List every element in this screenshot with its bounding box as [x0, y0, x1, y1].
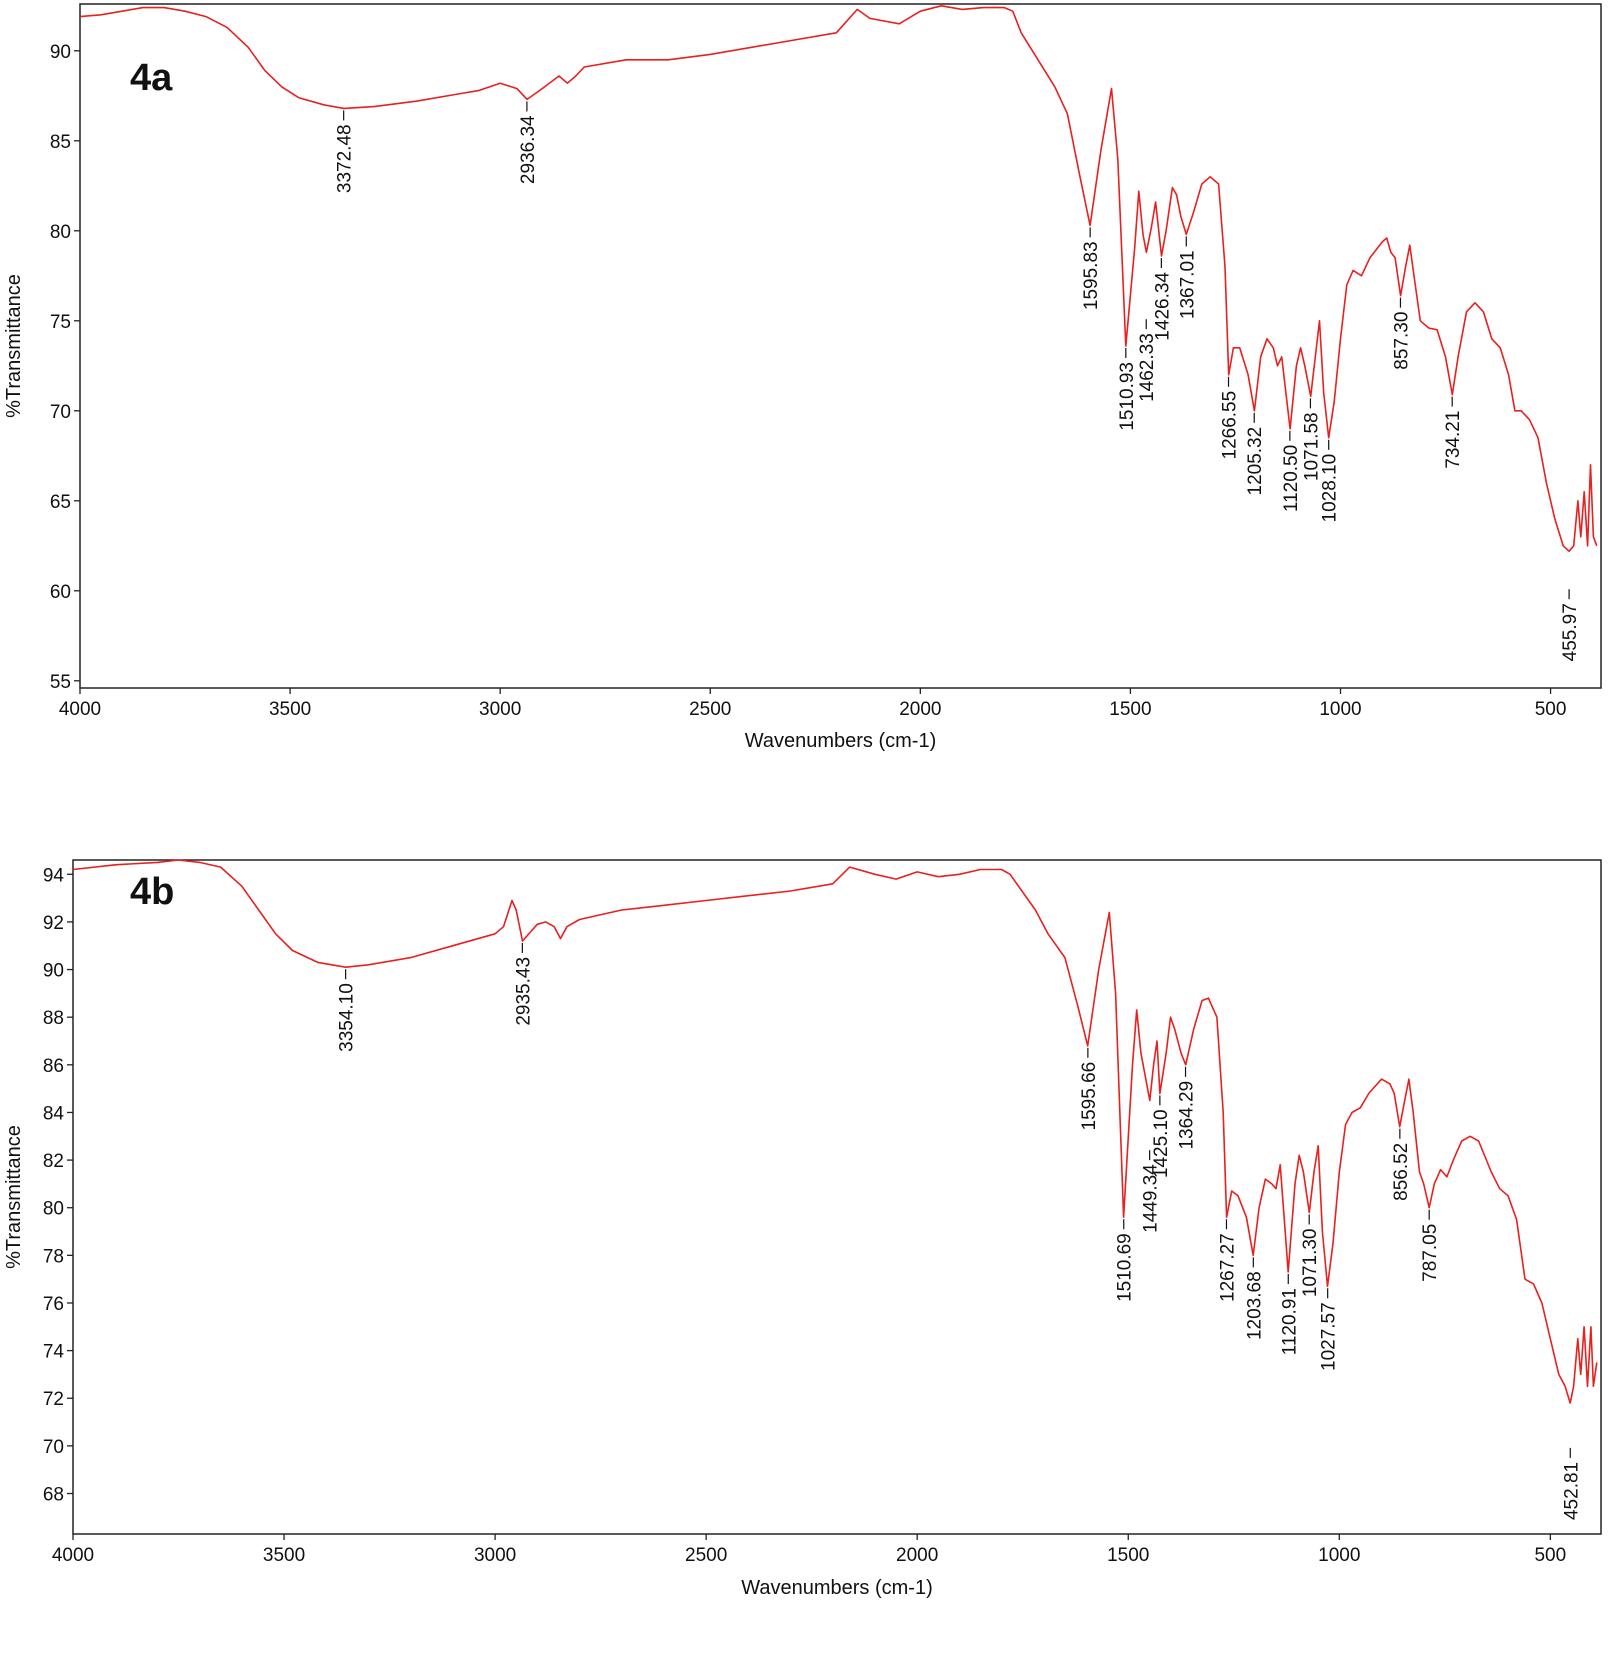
chart-4b-svg: 4000 3500 3000 2500 2000 1500 1000 500 68 70 72 74… — [3, 859, 1602, 1599]
x-tick-label: 1000 — [1319, 699, 1361, 720]
x-tick-label: 500 — [1535, 699, 1567, 720]
peak-label: 1449.34 — [1141, 1164, 1162, 1233]
peak-label: 1071.58 — [1301, 412, 1322, 481]
y-tick-label: 82 — [43, 1151, 64, 1172]
y-tick-label: 84 — [43, 1103, 65, 1124]
peak-label: 3372.48 — [335, 124, 356, 193]
peak-label: 1462.33 — [1137, 333, 1158, 402]
x-tick-label: 3000 — [474, 1545, 516, 1566]
y-tick-label: 70 — [43, 1437, 64, 1458]
peak-label: 1364.29 — [1177, 1081, 1198, 1150]
y-tick-label: 72 — [43, 1389, 64, 1410]
peak-label: 1367.01 — [1177, 250, 1198, 319]
y-tick-label: 68 — [43, 1485, 64, 1506]
x-tick-label: 2000 — [899, 699, 941, 720]
x-tick-label: 1500 — [1107, 1545, 1149, 1566]
peak-label: 856.52 — [1391, 1143, 1412, 1201]
y-tick-label: 92 — [43, 913, 64, 934]
peak-label: 1205.32 — [1245, 427, 1266, 496]
y-tick-label: 74 — [43, 1342, 65, 1363]
spectrum-line-4a — [79, 5, 1598, 552]
y-tick-label: 80 — [43, 1199, 64, 1220]
chart-4a-svg: 4000 3500 3000 2500 2000 1500 1000 500 55 60 65 70… — [3, 3, 1602, 752]
x-tick-label: 1000 — [1318, 1545, 1360, 1566]
x-axis: 4000 3500 3000 2500 2000 1500 1000 500 — [59, 688, 1567, 720]
x-tick-label: 3000 — [479, 699, 521, 720]
x-axis-title: Wavenumbers (cm-1) — [745, 730, 937, 752]
peak-label: 1027.57 — [1319, 1302, 1340, 1371]
peak-label: 1120.91 — [1279, 1288, 1300, 1355]
x-tick-label: 2000 — [896, 1545, 938, 1566]
y-tick-label: 70 — [50, 402, 71, 423]
y-tick-label: 85 — [50, 132, 71, 153]
y-axis-title: %Transmittance — [3, 274, 25, 418]
x-tick-label: 500 — [1534, 1545, 1566, 1566]
plot-frame — [72, 859, 1602, 1535]
series-layer — [72, 859, 1598, 1404]
y-tick-label: 90 — [50, 42, 71, 63]
peak-label: 734.21 — [1443, 411, 1464, 469]
y-tick-label: 86 — [43, 1056, 64, 1077]
peak-label: 2935.43 — [513, 957, 534, 1026]
x-tick-label: 2500 — [689, 699, 731, 720]
series-layer — [79, 5, 1598, 552]
peak-label: 1595.83 — [1081, 241, 1102, 310]
y-tick-label: 55 — [50, 672, 71, 693]
x-tick-label: 3500 — [269, 699, 311, 720]
ftir-spectrum-4a: 4000 3500 3000 2500 2000 1500 1000 500 55 60 65 70… — [0, 0, 1608, 820]
x-tick-label: 2500 — [685, 1545, 727, 1566]
x-tick-label: 4000 — [52, 1545, 94, 1566]
peak-label: 857.30 — [1391, 312, 1412, 370]
peak-label: 1426.34 — [1152, 272, 1173, 341]
y-tick-label: 78 — [43, 1246, 64, 1267]
peak-label: 1071.30 — [1300, 1228, 1321, 1297]
panel-label: 4a — [130, 57, 173, 99]
x-axis-title: Wavenumbers (cm-1) — [741, 1577, 933, 1599]
x-tick-label: 3500 — [263, 1545, 305, 1566]
y-tick-label: 80 — [50, 222, 71, 243]
peak-label: 1203.68 — [1244, 1271, 1265, 1340]
ftir-spectrum-4b: 4000 3500 3000 2500 2000 1500 1000 500 68 70 72 74… — [0, 856, 1608, 1679]
peak-label: 1267.27 — [1217, 1233, 1238, 1302]
peak-label: 1510.93 — [1117, 362, 1138, 431]
y-axis: 55 60 65 70 75 80 85 90 — [50, 42, 80, 693]
y-tick-label: 60 — [50, 582, 71, 603]
peak-label: 1425.10 — [1151, 1109, 1172, 1178]
y-tick-label: 76 — [43, 1294, 64, 1315]
y-tick-label: 94 — [43, 865, 65, 886]
y-tick-label: 65 — [50, 492, 71, 513]
y-tick-label: 88 — [43, 1008, 64, 1029]
spectrum-line-4b — [72, 859, 1598, 1404]
y-tick-label: 75 — [50, 312, 71, 333]
peak-annotations: 3354.10 2935.43 1595.66 1510.691449.341425.… — [337, 942, 1582, 1520]
peak-annotations: 3372.48 2936.34 1595.83 1510.93 1462.331426.… — [335, 101, 1581, 661]
x-axis: 4000 3500 3000 2500 2000 1500 1000 500 — [52, 1534, 1566, 1566]
peak-label: 1595.66 — [1079, 1062, 1100, 1131]
x-tick-label: 4000 — [59, 699, 101, 720]
peak-label: 2936.34 — [518, 115, 539, 184]
y-tick-label: 90 — [43, 961, 64, 982]
y-axis: 68 70 72 74 76 78 80 82 84 86 88 90 92 94 — [43, 865, 73, 1506]
peak-label: 1120.50 — [1281, 445, 1302, 512]
x-tick-label: 1500 — [1109, 699, 1151, 720]
peak-label: 455.97 — [1560, 603, 1581, 661]
peak-label: 1028.10 — [1320, 454, 1341, 523]
peak-label: 1510.69 — [1115, 1233, 1136, 1302]
peak-label: 3354.10 — [337, 983, 358, 1052]
y-axis-title: %Transmittance — [3, 1125, 25, 1269]
plot-frame — [79, 3, 1602, 689]
peak-label: 1266.55 — [1220, 391, 1241, 460]
peak-label: 452.81 — [1561, 1462, 1582, 1520]
peak-label: 787.05 — [1420, 1224, 1441, 1282]
panel-label: 4b — [130, 871, 174, 913]
